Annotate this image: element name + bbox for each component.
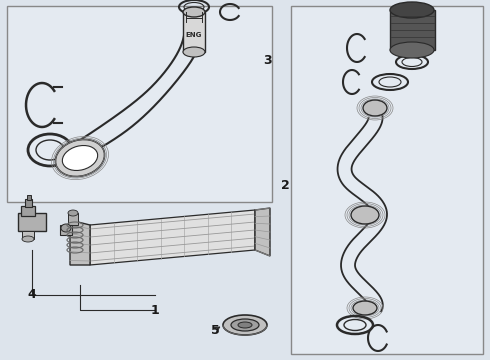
Bar [183,12,205,52]
Text: 3: 3 [264,54,272,67]
Text: 2: 2 [281,179,290,192]
Ellipse shape [351,206,379,224]
Bar [27,195,31,200]
Bar [291,6,483,354]
Bar [60,225,72,235]
Ellipse shape [390,2,434,18]
Ellipse shape [55,139,104,176]
Ellipse shape [231,319,259,331]
Polygon shape [70,220,90,265]
Bar [18,213,46,231]
Ellipse shape [390,42,434,58]
Ellipse shape [68,210,78,216]
Polygon shape [90,210,255,265]
Ellipse shape [183,47,205,57]
Ellipse shape [61,224,71,232]
Ellipse shape [62,145,98,171]
Text: 1: 1 [150,303,159,316]
Bar [7,6,272,202]
Text: 4: 4 [27,288,36,302]
Ellipse shape [353,301,377,315]
Polygon shape [255,208,270,256]
Bar [22,231,34,239]
Ellipse shape [223,315,267,335]
Text: 5: 5 [211,324,220,337]
Ellipse shape [238,322,252,328]
Bar [390,10,435,50]
Bar [21,206,35,216]
Text: ENG: ENG [186,32,202,38]
Ellipse shape [22,236,34,242]
Ellipse shape [183,7,205,17]
Bar [25,199,32,207]
Ellipse shape [363,100,387,116]
Bar [68,213,78,225]
